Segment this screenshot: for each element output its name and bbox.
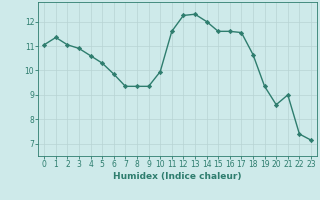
X-axis label: Humidex (Indice chaleur): Humidex (Indice chaleur)	[113, 172, 242, 181]
